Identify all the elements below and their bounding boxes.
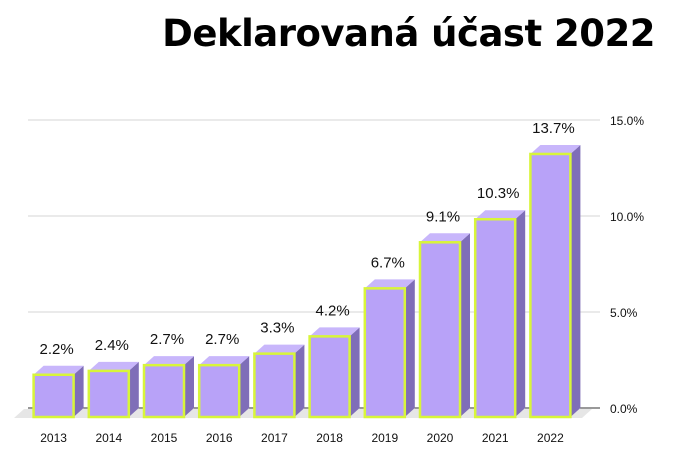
bar-top bbox=[33, 365, 84, 375]
bar-side bbox=[460, 233, 470, 417]
bar-side bbox=[73, 365, 84, 417]
x-tick-label: 2019 bbox=[371, 431, 398, 445]
value-label: 2.7% bbox=[205, 331, 239, 348]
bar-top bbox=[144, 356, 194, 366]
bar-top bbox=[364, 279, 415, 289]
x-tick-label: 2017 bbox=[261, 431, 288, 445]
value-label: 2.2% bbox=[39, 341, 73, 358]
bar-side bbox=[294, 344, 305, 417]
chart-title: Deklarovaná účast 2022 bbox=[162, 12, 655, 55]
bar-side bbox=[184, 356, 194, 417]
bar-front bbox=[418, 241, 462, 419]
x-tick-label: 2021 bbox=[482, 431, 509, 445]
value-label: 10.3% bbox=[477, 185, 520, 202]
y-tick-label: 15.0% bbox=[610, 114, 644, 128]
bar-front bbox=[363, 287, 407, 419]
y-axis: 0.0% 5.0% 10.0% 15.0% bbox=[610, 114, 644, 416]
bar-side bbox=[349, 327, 360, 417]
bar bbox=[363, 279, 415, 419]
value-label: 13.7% bbox=[532, 120, 575, 137]
bar bbox=[142, 356, 194, 419]
value-label: 3.3% bbox=[260, 320, 294, 337]
y-tick-label: 0.0% bbox=[610, 402, 638, 416]
bar-front bbox=[87, 369, 131, 419]
bar-top bbox=[199, 356, 250, 366]
x-tick-label: 2022 bbox=[537, 431, 564, 445]
x-axis: 2013 2014 2015 2016 2017 2018 2019 2020 2021 2022 bbox=[40, 431, 564, 445]
bar-front bbox=[529, 152, 572, 419]
bar-side bbox=[404, 279, 415, 417]
bar-front bbox=[142, 363, 186, 419]
bar bbox=[253, 344, 305, 419]
value-label: 6.7% bbox=[371, 254, 405, 271]
value-label: 9.1% bbox=[426, 208, 460, 225]
x-tick-label: 2015 bbox=[151, 431, 178, 445]
bar bbox=[308, 327, 360, 419]
bar bbox=[197, 356, 250, 419]
bar-top bbox=[420, 233, 470, 243]
bar-front bbox=[253, 352, 296, 419]
bar-side bbox=[570, 144, 581, 417]
bar-top bbox=[254, 344, 305, 354]
bar-front bbox=[32, 373, 75, 419]
bar-front bbox=[473, 217, 517, 419]
bar-top bbox=[530, 144, 581, 154]
x-tick-label: 2013 bbox=[40, 431, 67, 445]
bar bbox=[87, 361, 139, 419]
x-tick-label: 2018 bbox=[316, 431, 343, 445]
bar bbox=[418, 233, 470, 419]
bars bbox=[32, 144, 581, 419]
x-tick-label: 2020 bbox=[427, 431, 454, 445]
bar bbox=[529, 144, 581, 419]
value-labels: 2.2% 2.4% 2.7% 2.7% 3.3% 4.2% 6.7% 9.1% 10.3% 13.… bbox=[39, 120, 574, 358]
bar-front bbox=[197, 363, 241, 419]
bar-front bbox=[308, 335, 351, 419]
value-label: 4.2% bbox=[315, 302, 349, 319]
bar-side bbox=[515, 210, 526, 417]
x-tick-label: 2016 bbox=[206, 431, 233, 445]
bar bbox=[32, 365, 84, 419]
bar-side bbox=[128, 361, 139, 417]
bar bbox=[473, 210, 526, 419]
y-tick-label: 10.0% bbox=[610, 210, 644, 224]
x-tick-label: 2014 bbox=[95, 431, 122, 445]
bar-side bbox=[239, 356, 250, 417]
value-label: 2.4% bbox=[95, 337, 129, 354]
y-tick-label: 5.0% bbox=[610, 306, 638, 320]
bar-top bbox=[475, 210, 526, 220]
bar-top bbox=[88, 361, 139, 371]
bar-top bbox=[309, 327, 360, 337]
value-label: 2.7% bbox=[150, 331, 184, 348]
